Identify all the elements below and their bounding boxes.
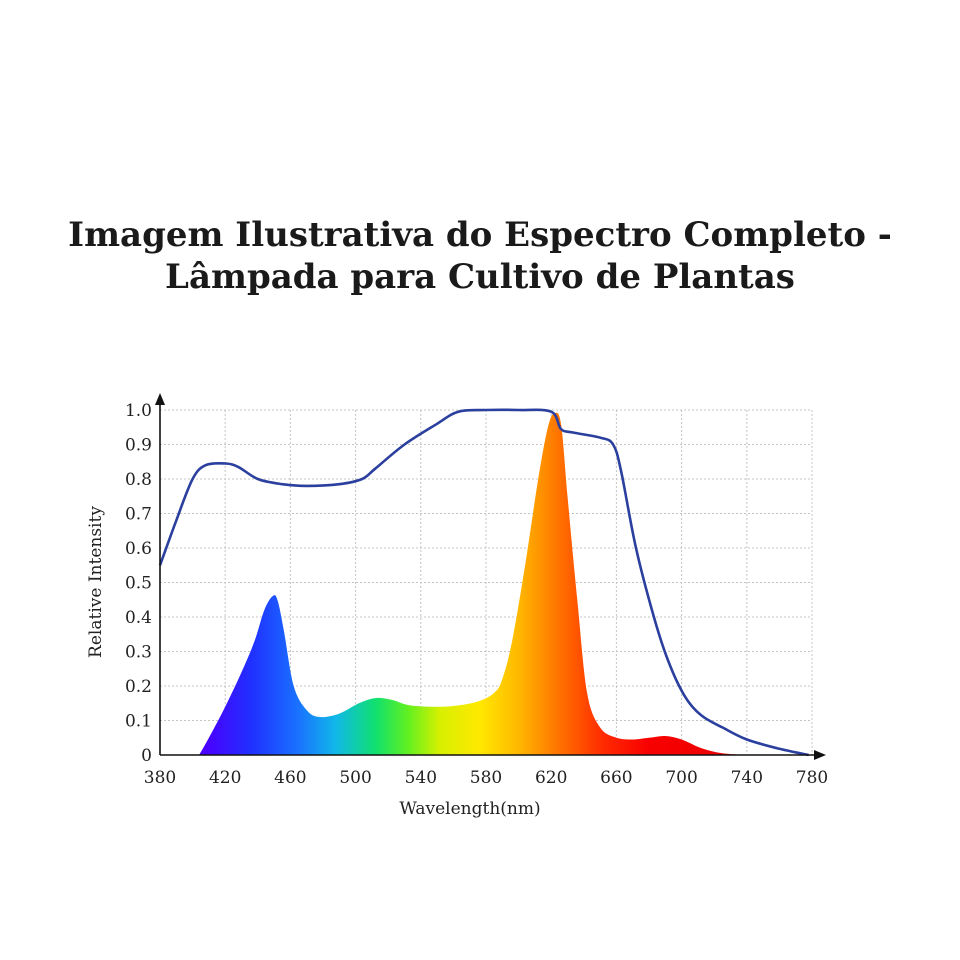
y-axis-title: Relative Intensity	[86, 506, 106, 658]
y-tick-label: 0.8	[125, 470, 152, 490]
x-tick-label: 420	[209, 768, 241, 788]
y-tick-label: 0.5	[125, 574, 152, 594]
envelope-line	[158, 408, 809, 757]
x-tick-label: 580	[470, 768, 502, 788]
envelope-line-layer	[158, 408, 809, 757]
x-tick-label: 460	[274, 768, 306, 788]
x-tick-label: 540	[405, 768, 437, 788]
y-tick-label: 0.9	[125, 436, 152, 456]
axes	[155, 393, 826, 760]
y-tick-label: 0.3	[125, 643, 152, 663]
y-tick-label: 1.0	[125, 401, 152, 421]
x-tick-label: 780	[796, 768, 828, 788]
x-tick-label: 380	[144, 768, 176, 788]
y-tick-label: 0.2	[125, 677, 152, 697]
y-axis-arrow	[155, 393, 165, 405]
x-tick-label: 660	[600, 768, 632, 788]
y-tick-label: 0.4	[125, 608, 152, 628]
y-tick-label: 0	[141, 746, 152, 766]
x-axis-title: Wavelength(nm)	[399, 799, 540, 819]
y-tick-label: 0.1	[125, 712, 152, 732]
spectrum-area	[199, 412, 747, 755]
x-tick-label: 700	[665, 768, 697, 788]
x-tick-label: 740	[731, 768, 763, 788]
y-tick-label: 0.7	[125, 505, 152, 525]
spectrum-area-layer	[199, 412, 747, 755]
chart-title-line-1: Imagem Ilustrativa do Espectro Completo …	[68, 215, 892, 255]
x-tick-label: 620	[535, 768, 567, 788]
y-tick-label: 0.6	[125, 539, 152, 559]
tick-labels: 380 420 460 500 540 580 620 660 700 740 780 0 0.1 0.2…	[125, 401, 828, 788]
x-axis-arrow	[814, 750, 826, 760]
x-tick-label: 500	[339, 768, 371, 788]
chart-title-line-2: Lâmpada para Cultivo de Plantas	[165, 257, 795, 297]
